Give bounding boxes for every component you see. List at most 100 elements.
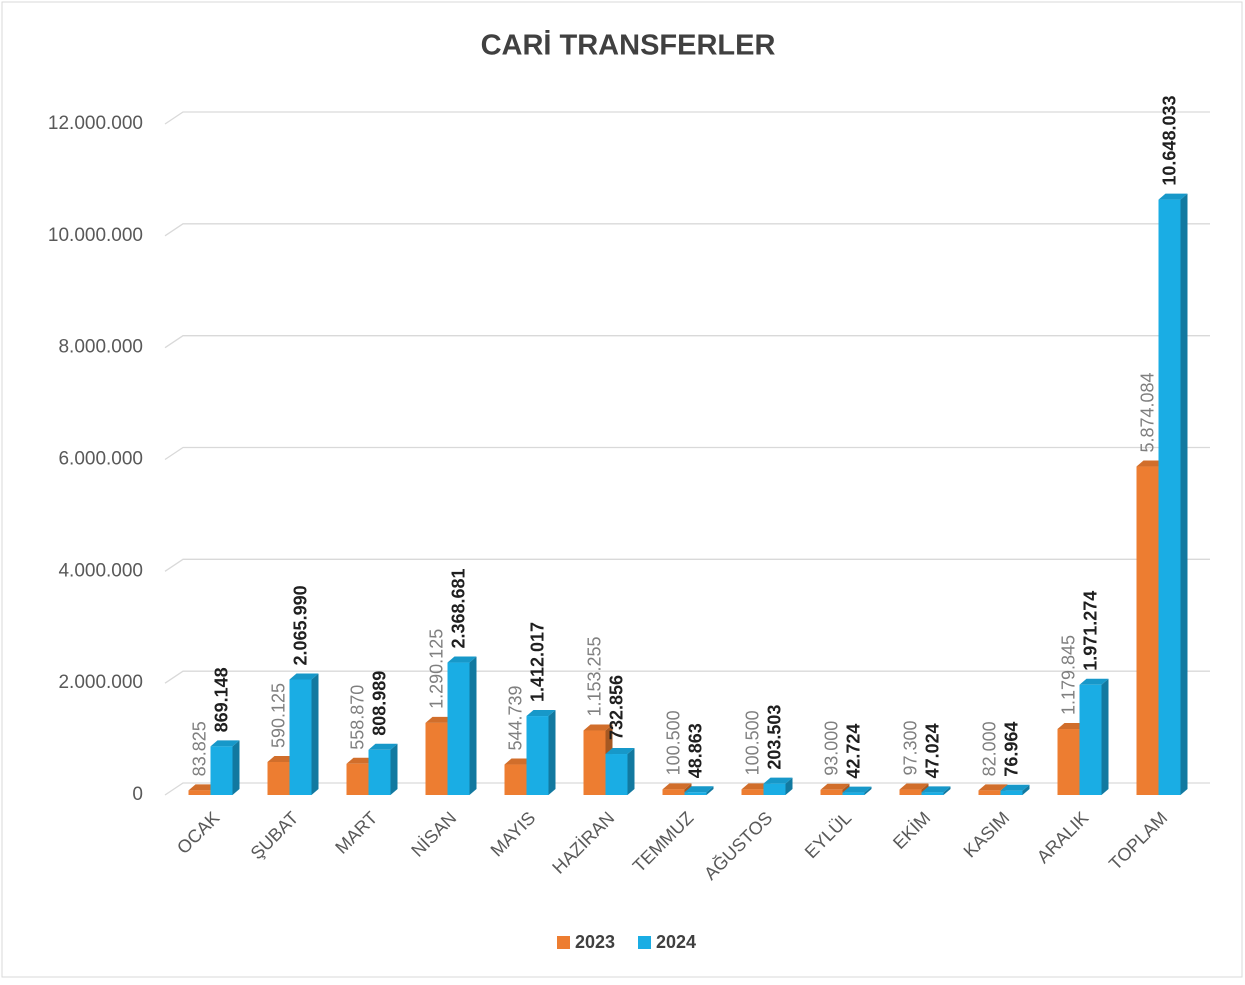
bar-front — [368, 749, 391, 795]
bar-front — [447, 662, 470, 795]
data-label: 93.000 — [822, 721, 842, 776]
bar-front — [583, 730, 606, 795]
data-label: 544.739 — [506, 685, 526, 750]
data-label: 2.065.990 — [291, 585, 311, 665]
data-label: 869.148 — [212, 667, 232, 732]
data-label: 1.290.125 — [427, 629, 447, 709]
data-label: 1.412.017 — [528, 622, 548, 702]
bar-side — [706, 786, 714, 795]
y-tick-label: 4.000.000 — [58, 560, 143, 581]
data-label: 100.500 — [743, 710, 763, 775]
bar-front — [1079, 684, 1102, 795]
bar — [921, 786, 951, 795]
bar-front — [267, 762, 290, 795]
bar — [763, 777, 793, 795]
bar-front — [346, 763, 369, 795]
chart-title: CARİ TRANSFERLER — [481, 30, 776, 62]
bar-side — [627, 748, 635, 795]
bar-top — [210, 740, 240, 747]
bar-top — [899, 783, 929, 790]
bar-side — [390, 743, 398, 795]
data-label: 808.989 — [370, 671, 390, 736]
data-label: 558.870 — [348, 685, 368, 750]
bar-front — [820, 789, 843, 795]
bar-top — [1000, 784, 1030, 791]
y-tick-label: 6.000.000 — [58, 449, 143, 470]
grid-line — [164, 446, 1210, 461]
data-label: 10.648.033 — [1160, 96, 1180, 186]
legend-label: 2024 — [656, 932, 696, 952]
bar-front — [425, 722, 448, 795]
bar-top — [820, 783, 850, 790]
bar-top — [842, 786, 872, 793]
bar-front — [1158, 199, 1181, 796]
bar-top — [346, 757, 376, 764]
data-label: 732.856 — [607, 675, 627, 740]
bar-side — [548, 710, 556, 795]
bar — [1158, 193, 1188, 796]
grid-line — [164, 335, 1210, 349]
y-tick-label: 12.000.000 — [48, 113, 143, 134]
y-tick-label: 2.000.000 — [58, 672, 143, 693]
bar-front — [1057, 729, 1080, 795]
bar-top — [526, 710, 556, 717]
bar-front — [526, 716, 549, 795]
legend-swatch — [557, 936, 570, 949]
grid-line — [164, 558, 1210, 572]
bar-front — [662, 789, 685, 795]
legend-swatch — [638, 936, 651, 949]
bar-front — [842, 792, 865, 795]
data-label: 2.368.681 — [449, 568, 469, 648]
grid-line — [164, 111, 1210, 125]
y-tick-label: 10.000.000 — [48, 225, 143, 246]
data-label: 42.724 — [844, 724, 864, 779]
bar-side — [943, 786, 951, 795]
data-label: 203.503 — [765, 705, 785, 770]
data-label: 590.125 — [269, 683, 289, 748]
bar — [684, 786, 714, 795]
bar-top — [188, 784, 218, 791]
bar-top — [741, 783, 771, 790]
bar-front — [763, 783, 786, 795]
grid-line — [164, 782, 1210, 796]
bar-front — [921, 792, 944, 795]
data-label: 1.153.255 — [585, 636, 605, 716]
bar — [447, 656, 477, 795]
bar-side — [232, 740, 240, 795]
grid-line — [164, 223, 1210, 237]
bar-top — [921, 786, 951, 793]
bar-top — [425, 716, 455, 723]
bar-front — [188, 790, 211, 795]
y-tick-label: 0 — [132, 784, 143, 805]
data-label: 1.179.845 — [1059, 635, 1079, 715]
bar — [368, 743, 398, 795]
bar-front — [1000, 790, 1023, 795]
bar-front — [741, 789, 764, 795]
bar-top — [267, 756, 297, 763]
bar-side — [864, 786, 872, 795]
bar-side — [311, 673, 319, 795]
bar-side — [785, 777, 793, 795]
data-label: 97.300 — [901, 720, 921, 775]
data-label: 76.964 — [1002, 722, 1022, 777]
bar-top — [1158, 193, 1188, 200]
bar-top — [368, 743, 398, 750]
data-label: 83.825 — [190, 721, 210, 776]
data-label: 82.000 — [980, 721, 1000, 776]
bar-top — [605, 748, 635, 755]
bar-side — [1022, 784, 1030, 795]
bar-top — [978, 784, 1008, 791]
bar-front — [1136, 466, 1159, 795]
data-label: 100.500 — [664, 710, 684, 775]
bar — [1079, 678, 1109, 795]
bar-front — [899, 789, 922, 795]
bar-front — [504, 764, 527, 795]
bar-top — [504, 758, 534, 765]
bar-top — [684, 786, 714, 793]
data-label: 1.971.274 — [1081, 591, 1101, 671]
bar — [526, 710, 556, 795]
bar-side — [1180, 193, 1188, 796]
bar-top — [763, 777, 793, 784]
bar — [842, 786, 872, 795]
bar-top — [447, 656, 477, 663]
